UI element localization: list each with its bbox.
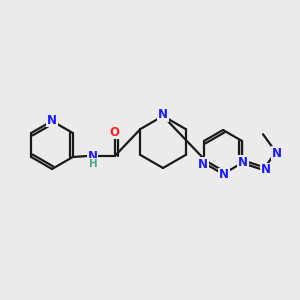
Text: O: O bbox=[110, 125, 120, 139]
Text: N: N bbox=[198, 158, 208, 170]
Text: N: N bbox=[47, 113, 57, 127]
Text: N: N bbox=[88, 149, 98, 163]
Text: N: N bbox=[158, 109, 168, 122]
Text: N: N bbox=[261, 163, 271, 176]
Text: H: H bbox=[89, 159, 98, 169]
Text: N: N bbox=[219, 169, 229, 182]
Text: N: N bbox=[238, 155, 248, 169]
Text: N: N bbox=[272, 146, 282, 160]
